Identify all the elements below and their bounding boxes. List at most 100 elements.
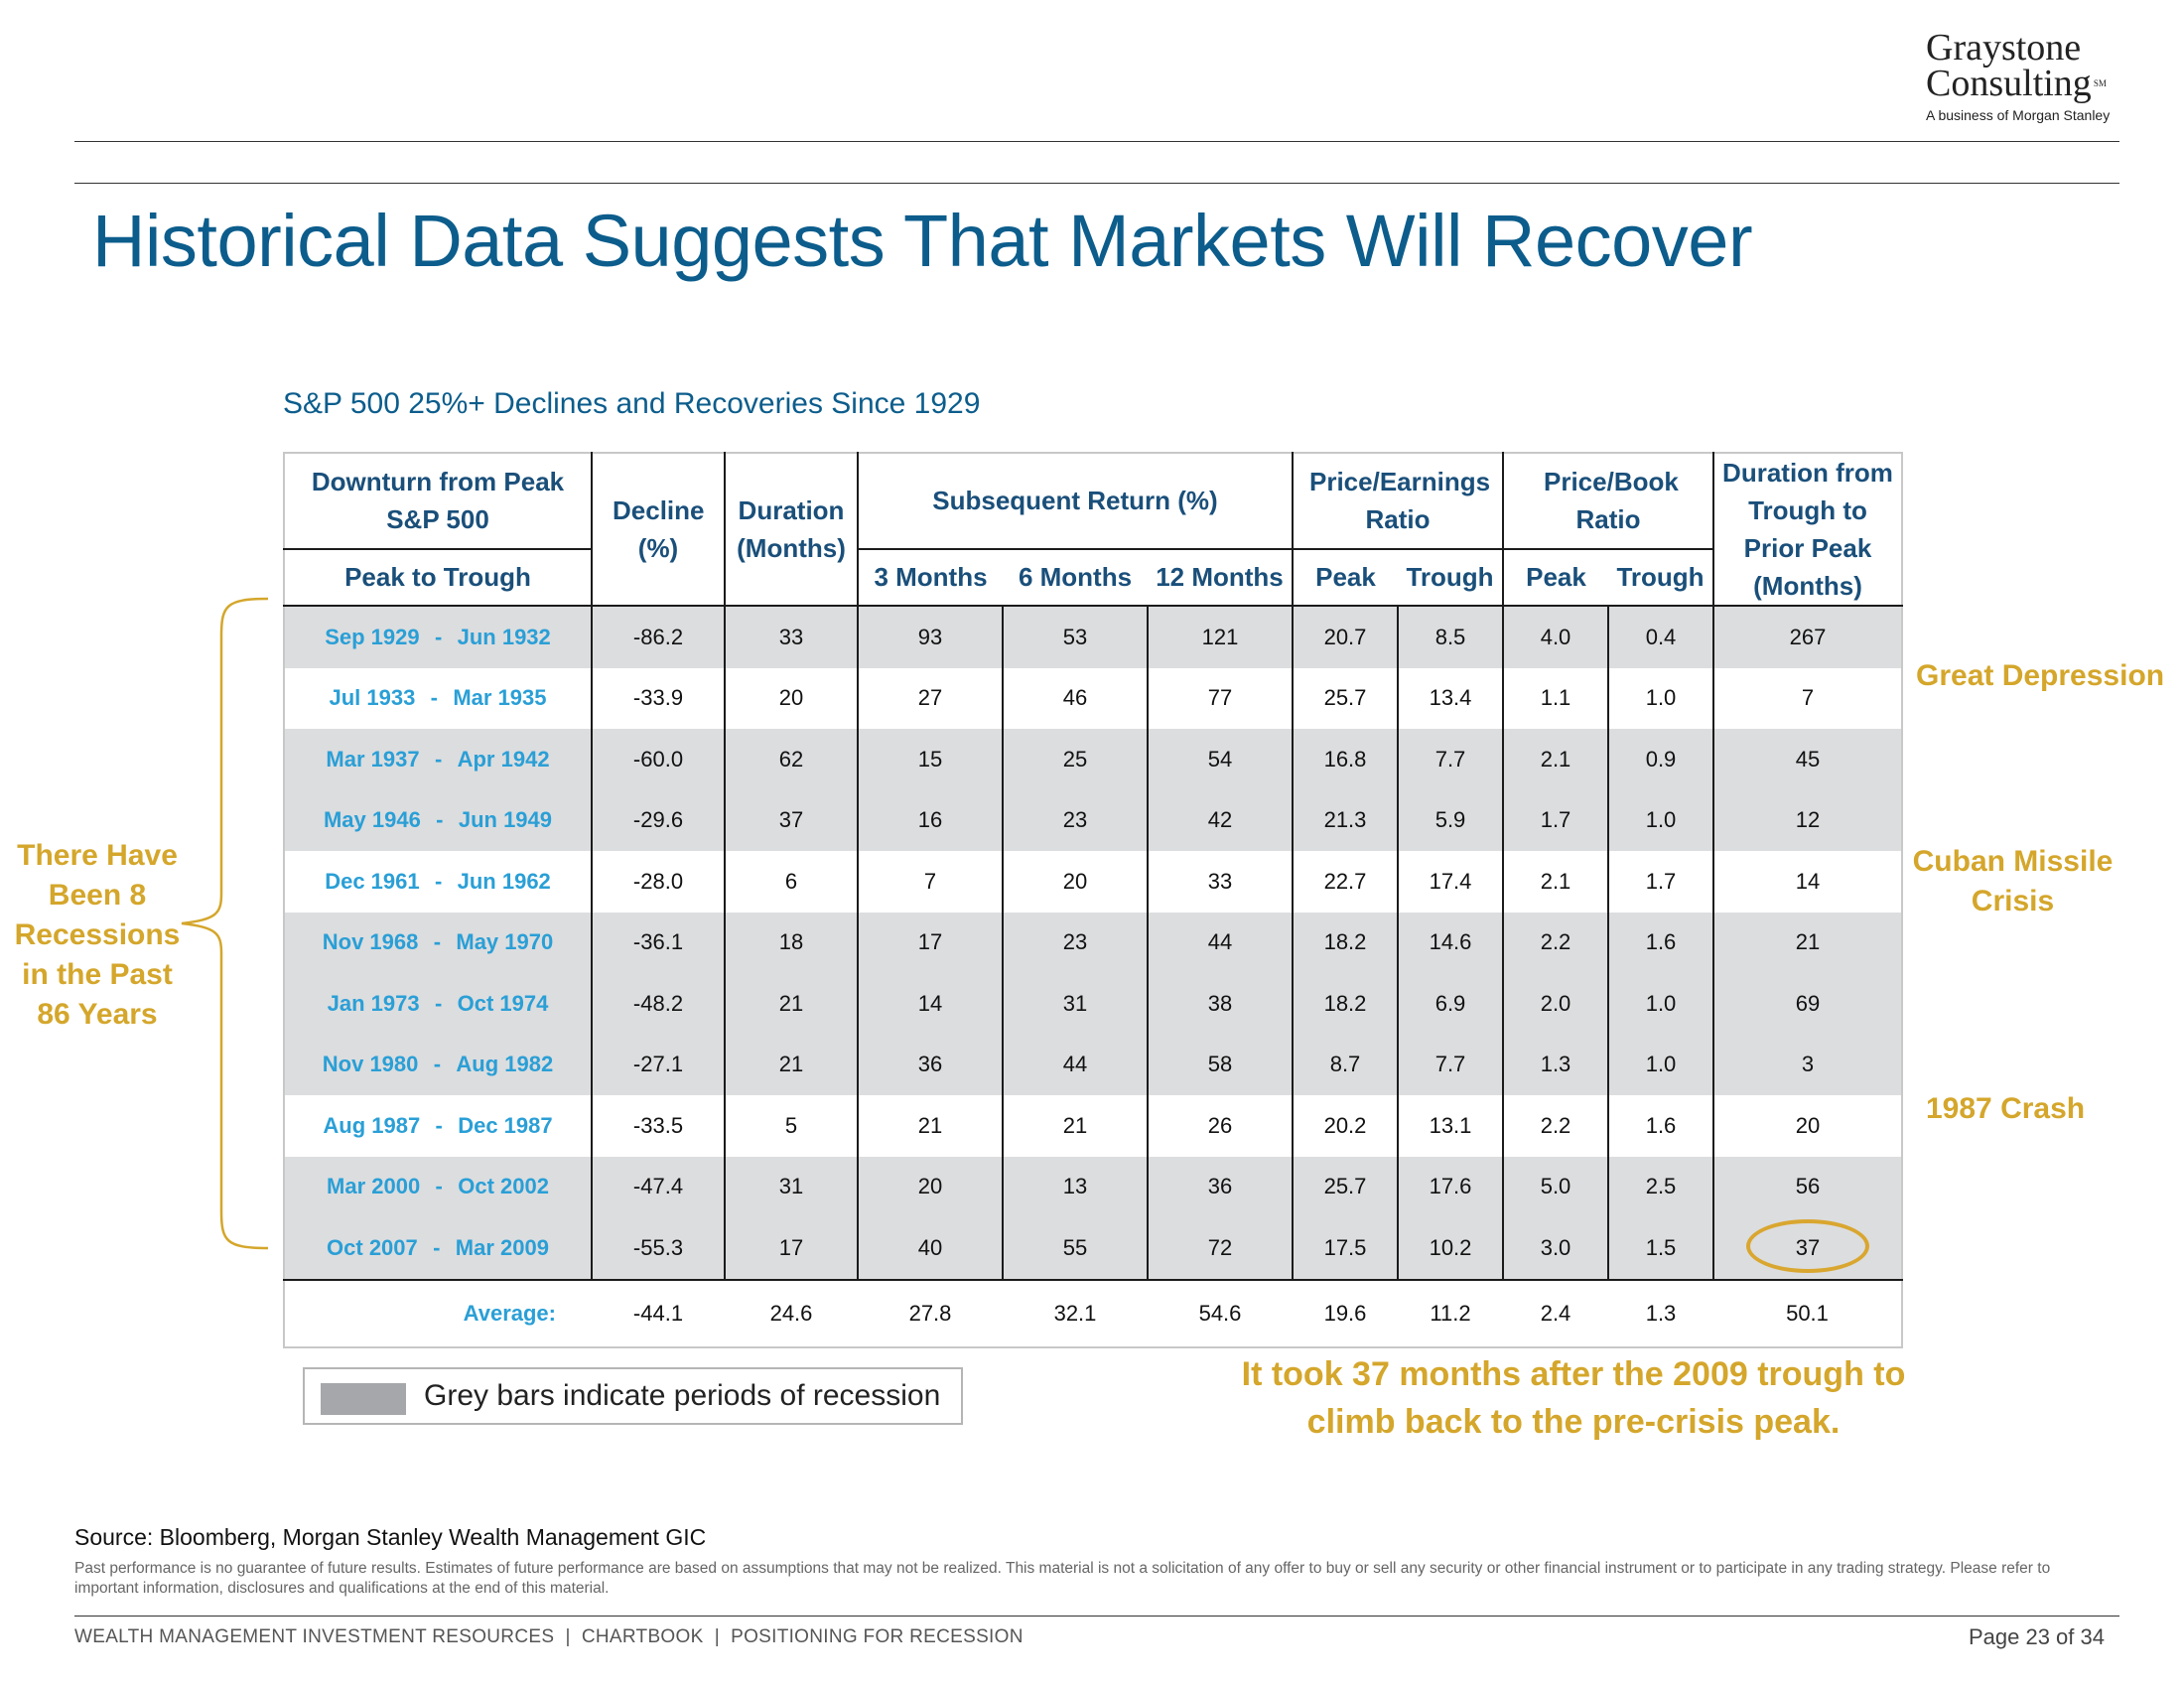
cell-pb-trough: 1.6 bbox=[1608, 1095, 1714, 1157]
cuban-line2: Crisis bbox=[1971, 885, 2055, 917]
period-separator: - bbox=[430, 685, 438, 711]
cell-pe-trough: 17.6 bbox=[1398, 1156, 1504, 1217]
period-separator: - bbox=[434, 990, 443, 1016]
cell-pe-trough: 14.6 bbox=[1398, 912, 1504, 973]
cell-pe-trough: 10.2 bbox=[1398, 1217, 1504, 1280]
logo-line2: Consulting bbox=[1926, 63, 2092, 104]
cell-return-3m: 20 bbox=[858, 1156, 1004, 1217]
cell-decline: -33.9 bbox=[592, 667, 726, 729]
cell-return-3m: 7 bbox=[858, 851, 1004, 913]
cell-return-3m: 14 bbox=[858, 973, 1004, 1035]
legend-swatch-grey bbox=[321, 1383, 406, 1415]
cell-return-3m: 40 bbox=[858, 1217, 1004, 1280]
trough-date: Oct 2002 bbox=[458, 1174, 549, 1199]
header-pe-ratio: Price/Earnings Ratio bbox=[1293, 453, 1504, 550]
cell-return-6m: 53 bbox=[1003, 606, 1149, 668]
cell-duration: 6 bbox=[725, 851, 859, 913]
avg-decline: -44.1 bbox=[592, 1278, 725, 1347]
cell-pe-peak: 25.7 bbox=[1293, 1156, 1399, 1217]
cell-decline: -47.4 bbox=[592, 1156, 726, 1217]
footer-breadcrumb: WEALTH MANAGEMENT INVESTMENT RESOURCES |… bbox=[74, 1626, 1024, 1647]
peak-date: May 1946 bbox=[323, 807, 421, 833]
cell-pb-trough: 0.4 bbox=[1608, 606, 1714, 668]
cell-recovery-months: 267 bbox=[1713, 606, 1902, 668]
period-separator: - bbox=[436, 807, 444, 833]
period-cell: Aug 1987- Dec 1987 bbox=[284, 1095, 593, 1157]
cell-pe-trough: 5.9 bbox=[1398, 789, 1504, 851]
cell-pe-trough: 17.4 bbox=[1398, 851, 1504, 913]
cell-recovery-months: 37 bbox=[1713, 1217, 1902, 1280]
period-cell: Jan 1973- Oct 1974 bbox=[284, 973, 593, 1035]
peak-date: Nov 1968 bbox=[322, 929, 419, 955]
disclaimer: Past performance is no guarantee of futu… bbox=[74, 1560, 2051, 1597]
period-separator: - bbox=[435, 1174, 443, 1199]
cell-duration: 21 bbox=[725, 1034, 859, 1095]
header-12-months: 12 Months bbox=[1148, 548, 1294, 608]
cell-pb-trough: 1.5 bbox=[1608, 1217, 1714, 1280]
table-row: Mar 1937- Apr 1942 -60.0 62 15 25 54 16.8 7.7 2.1… bbox=[284, 729, 1902, 790]
cell-pe-peak: 18.2 bbox=[1293, 973, 1399, 1035]
peak-date: Mar 1937 bbox=[326, 746, 420, 772]
cell-return-12m: 38 bbox=[1148, 973, 1294, 1035]
cell-pe-peak: 16.8 bbox=[1293, 729, 1399, 790]
cell-recovery-months: 7 bbox=[1801, 685, 1815, 711]
annotation-cuban-missile-crisis: Cuban Missile Crisis bbox=[1911, 842, 2115, 921]
cell-pb-peak: 1.7 bbox=[1503, 789, 1609, 851]
header-pe-trough: Trough bbox=[1398, 548, 1504, 608]
table-row: Jan 1973- Oct 1974 -48.2 21 14 31 38 18.2 6.9 2.0… bbox=[284, 973, 1902, 1035]
cell-pb-trough: 2.5 bbox=[1608, 1156, 1714, 1217]
avg-pb-trough: 1.3 bbox=[1608, 1278, 1713, 1347]
trough-date: Oct 1974 bbox=[457, 990, 549, 1016]
period-cell: Mar 1937- Apr 1942 bbox=[284, 729, 593, 790]
avg-pe-peak: 19.6 bbox=[1293, 1278, 1398, 1347]
cell-decline: -33.5 bbox=[592, 1095, 726, 1157]
cell-return-6m: 31 bbox=[1003, 973, 1149, 1035]
trough-date: Mar 2009 bbox=[455, 1234, 549, 1260]
cell-return-12m: 33 bbox=[1148, 851, 1294, 913]
cell-return-12m: 72 bbox=[1148, 1217, 1294, 1280]
table-body: Sep 1929- Jun 1932 -86.2 33 93 53 121 20.7 8.5 4.… bbox=[284, 606, 1902, 1347]
cell-return-6m: 21 bbox=[1003, 1095, 1149, 1157]
cell-return-6m: 23 bbox=[1003, 912, 1149, 973]
cell-pe-peak: 22.7 bbox=[1293, 851, 1399, 913]
cell-pe-trough: 13.4 bbox=[1398, 667, 1504, 729]
cell-recovery-months: 3 bbox=[1713, 1034, 1902, 1095]
cell-pb-peak: 4.0 bbox=[1503, 606, 1609, 668]
trough-date: Apr 1942 bbox=[457, 746, 550, 772]
cell-duration: 31 bbox=[725, 1156, 859, 1217]
cell-pb-peak: 2.0 bbox=[1503, 973, 1609, 1035]
cell-pe-trough: 7.7 bbox=[1398, 1034, 1504, 1095]
cell-recovery-months: 56 bbox=[1713, 1156, 1902, 1217]
cell-pe-peak: 8.7 bbox=[1293, 1034, 1399, 1095]
period-cell: May 1946- Jun 1949 bbox=[284, 789, 593, 851]
trough-date: Jun 1932 bbox=[457, 624, 551, 649]
cell-return-6m: 44 bbox=[1003, 1034, 1149, 1095]
cell-return-3m: 15 bbox=[858, 729, 1004, 790]
cell-duration: 5 bbox=[725, 1095, 859, 1157]
cell-return-12m: 26 bbox=[1148, 1095, 1294, 1157]
cell-decline: -86.2 bbox=[592, 606, 726, 668]
recovery-line2: climb back to the pre-crisis peak. bbox=[1306, 1403, 1841, 1441]
period-cell: Sep 1929- Jun 1932 bbox=[284, 606, 593, 668]
cell-return-6m: 46 bbox=[1003, 667, 1149, 729]
cell-decline: -55.3 bbox=[592, 1217, 726, 1280]
average-row: Average: -44.1 24.6 27.8 32.1 54.6 19.6 … bbox=[284, 1278, 1902, 1347]
peak-date: Dec 1961 bbox=[325, 868, 420, 894]
highlight-circle bbox=[1745, 1218, 1869, 1273]
cell-recovery-months: 20 bbox=[1795, 1112, 1821, 1138]
cell-return-12m: 121 bbox=[1148, 606, 1294, 668]
cell-return-3m: 16 bbox=[858, 789, 1004, 851]
cell-recovery-months: 14 bbox=[1795, 868, 1821, 894]
cell-return-12m: 36 bbox=[1148, 1156, 1294, 1217]
period-separator: - bbox=[433, 1234, 441, 1260]
header-pb-ratio: Price/Book Ratio bbox=[1503, 453, 1714, 550]
header-6-months: 6 Months bbox=[1003, 548, 1148, 608]
cell-duration: 18 bbox=[725, 912, 859, 973]
logo-tagline: A business of Morgan Stanley bbox=[1926, 107, 2111, 123]
cell-pb-trough: 1.0 bbox=[1608, 1034, 1714, 1095]
cell-return-3m: 93 bbox=[858, 606, 1004, 668]
table-row: Aug 1987- Dec 1987 -33.5 5 21 21 26 20.2 13.1 2.2… bbox=[284, 1095, 1902, 1157]
cell-recovery-months: 12 bbox=[1713, 789, 1902, 851]
cell-return-12m: 42 bbox=[1148, 789, 1294, 851]
table-row: May 1946- Jun 1949 -29.6 37 16 23 42 21.3 5.9 1.7… bbox=[284, 789, 1902, 851]
